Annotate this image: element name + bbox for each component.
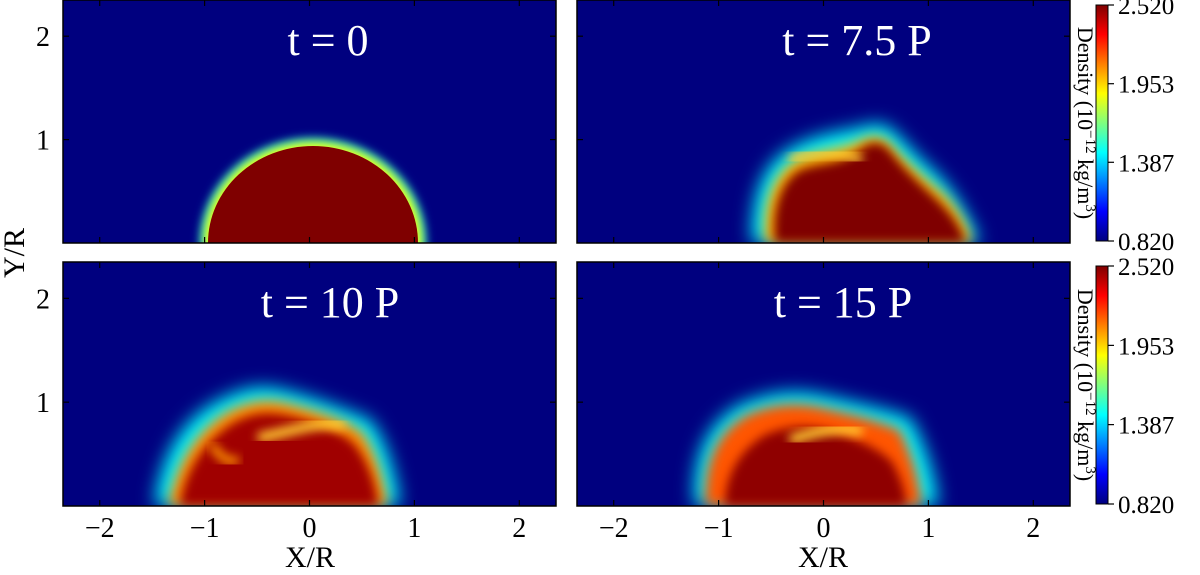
x-tick-label-right: −1 xyxy=(704,513,734,544)
y-tick-label-bottom: 1 xyxy=(36,388,50,419)
colorbar-top-tick-label: 2.520 xyxy=(1118,0,1174,20)
colorbar-bottom-tick-label: 0.820 xyxy=(1118,492,1174,519)
panel-t7_5-cloud-core xyxy=(774,143,965,243)
panel-t10-filament xyxy=(257,418,346,443)
x-tick-label-right: 2 xyxy=(1026,513,1040,544)
x-tick-label-right: 0 xyxy=(817,513,831,544)
x-tick-label-left: −1 xyxy=(190,513,220,544)
colorbar-top-label: Density (10−12 kg/m3) xyxy=(1073,27,1098,219)
x-tick-label-left: −2 xyxy=(85,513,115,544)
x-axis-label-right: X/R xyxy=(798,541,848,574)
colorbar-bottom-tick-label: 1.387 xyxy=(1118,413,1174,440)
colorbar-bottom-tick-label: 2.520 xyxy=(1118,254,1174,281)
panel-t10: t = 10 P xyxy=(62,261,557,507)
panel-t15-filament xyxy=(788,424,864,445)
x-axis-label-left: X/R xyxy=(285,541,335,574)
panel-t7_5: t = 7.5 P xyxy=(576,0,1071,244)
panel-t15-cloud-core xyxy=(725,426,906,506)
colorbar-top-tick-label: 0.820 xyxy=(1118,229,1174,256)
axis-ticks: −2 −1 0 1 2 −2 −1 0 1 2 1 2 1 2 xyxy=(36,0,1070,544)
panel-t7_5-title: t = 7.5 P xyxy=(782,16,932,65)
y-tick-label-top: 2 xyxy=(36,22,50,53)
colorbar-top-gradient xyxy=(1095,4,1109,242)
panel-t10-cloud-core xyxy=(180,413,378,506)
panel-t0-cloud-core xyxy=(208,146,418,243)
colorbar-top: 0.820 1.387 1.953 2.520 Density (10−12 kg/m… xyxy=(1073,0,1174,256)
colorbar-bottom: 0.820 1.387 1.953 2.520 Density (10−12 kg/m… xyxy=(1073,254,1174,519)
panel-t15-title: t = 15 P xyxy=(774,278,913,327)
x-tick-label-right: −2 xyxy=(599,513,629,544)
colorbar-bottom-label: Density (10−12 kg/m3) xyxy=(1073,289,1098,481)
x-tick-label-left: 1 xyxy=(407,513,421,544)
colorbar-bottom-tick-label: 1.953 xyxy=(1118,333,1174,360)
panel-t7_5-filament xyxy=(788,148,864,165)
panel-t15: t = 15 P xyxy=(576,261,1071,507)
x-tick-label-left: 0 xyxy=(303,513,317,544)
panel-t10-filament-lower xyxy=(208,442,242,466)
panel-t10-title: t = 10 P xyxy=(261,278,400,327)
x-tick-label-left: 2 xyxy=(512,513,526,544)
y-tick-label-top: 1 xyxy=(36,126,50,157)
colorbar-top-tick-label: 1.387 xyxy=(1118,150,1174,177)
panel-t0: t = 0 xyxy=(62,0,557,244)
y-axis-label: Y/R xyxy=(0,228,31,278)
panel-t0-title: t = 0 xyxy=(287,16,368,65)
y-tick-label-bottom: 2 xyxy=(36,284,50,315)
x-tick-label-right: 1 xyxy=(921,513,935,544)
colorbar-bottom-gradient xyxy=(1095,265,1109,505)
colorbar-top-tick-label: 1.953 xyxy=(1118,72,1174,99)
